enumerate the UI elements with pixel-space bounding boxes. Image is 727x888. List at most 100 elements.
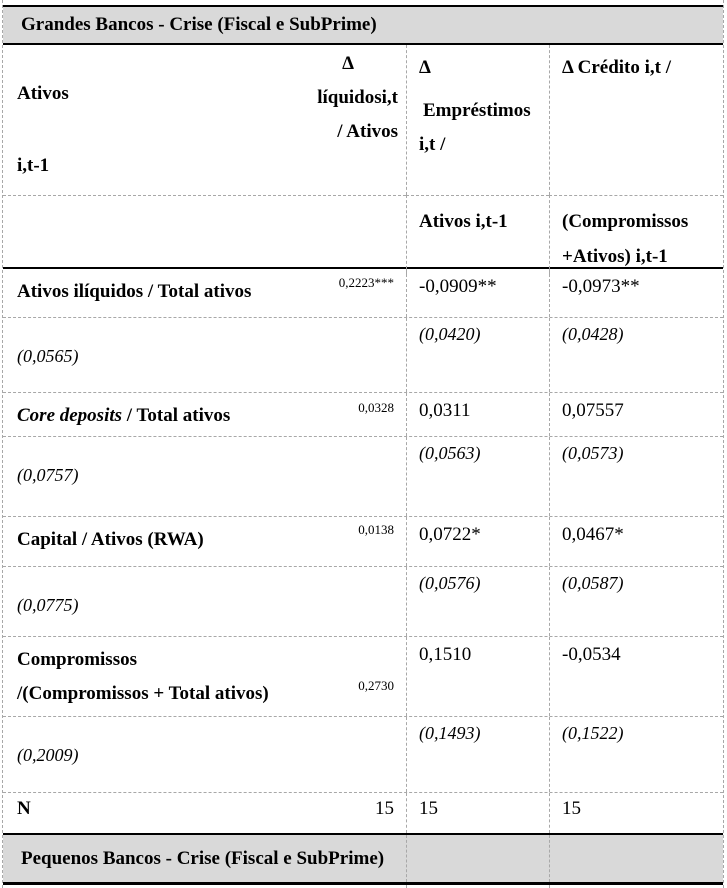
standard-error-loans: (0,0576) xyxy=(419,573,481,593)
variable-label: Core deposits / Total ativos xyxy=(17,399,406,433)
delta-symbol: Δ xyxy=(342,53,354,74)
standard-error-liquid: (0,2009) xyxy=(17,745,79,765)
denominator-label-line1: (Compromissos xyxy=(562,211,689,232)
coefficient-cell-loans: 0,0722* xyxy=(406,517,549,566)
coefficient-loans: 0,1510 xyxy=(419,644,472,665)
cutoff-cell xyxy=(406,885,549,888)
standard-error-loans: (0,1493) xyxy=(419,723,481,743)
variable-label: Capital / Ativos (RWA) xyxy=(17,523,406,557)
coefficient-liquid-assets: 0,2223*** xyxy=(338,275,394,290)
cutoff-cell xyxy=(549,885,723,888)
coefficient-cell-credit: 0,07557 xyxy=(549,393,723,436)
header-bottom-border xyxy=(3,267,723,269)
header-emprestimos-label: Empréstimos xyxy=(423,100,531,121)
delta-symbol: Δ xyxy=(419,57,431,78)
coefficient-cell-loans: 0,1510 xyxy=(406,637,549,716)
se-cell-credit: (0,1522) xyxy=(549,717,723,792)
second-section-bottom-border xyxy=(3,882,723,885)
coefficient-cell-loans: 0,0311 xyxy=(406,393,549,436)
variable-label-part: Capital / Ativos (RWA) xyxy=(17,529,204,550)
coefficient-cell-credit: -0,0973** xyxy=(549,269,723,317)
standard-error-credit: (0,1522) xyxy=(562,723,624,743)
variable-label-part: /(Compromissos + Total ativos) xyxy=(17,683,269,704)
section-header-empty-cell xyxy=(406,835,549,882)
variable-label-part: Compromissos xyxy=(17,649,137,670)
header-credit-denominator: (Compromissos +Ativos) i,t-1 xyxy=(549,195,723,274)
standard-error-liquid: (0,0775) xyxy=(17,595,79,615)
n-label-cell: N 15 xyxy=(3,793,406,833)
denominator-label-line2: +Ativos) i,t-1 xyxy=(562,246,668,267)
coefficient-liquid-assets: 0,0138 xyxy=(358,522,394,537)
section-header-empty-cell xyxy=(549,835,723,882)
variable-label-cell: Core deposits / Total ativos 0,0328 xyxy=(3,393,406,436)
standard-error-liquid: (0,0565) xyxy=(17,346,79,366)
se-cell-liquid-assets: (0,0757) xyxy=(3,437,406,516)
variable-label-cell: Capital / Ativos (RWA) 0,0138 xyxy=(3,517,406,566)
coefficient-loans: 0,0722* xyxy=(419,524,481,545)
standard-error-credit: (0,0587) xyxy=(562,573,624,593)
header-loans-denominator: Ativos i,t-1 xyxy=(406,195,549,274)
coefficient-row: Capital / Ativos (RWA) 0,0138 0,0722* 0,046… xyxy=(3,516,723,566)
coefficient-loans: -0,0909** xyxy=(419,276,497,297)
next-row-cutoff xyxy=(3,885,723,888)
n-value-liquid: 15 xyxy=(375,798,394,819)
coefficient-cell-credit: 0,0467* xyxy=(549,517,723,566)
variable-label-part: / Total ativos xyxy=(122,405,231,426)
coefficient-credit: 0,0467* xyxy=(562,524,624,545)
header-empty-cell xyxy=(3,195,406,274)
coefficient-loans: 0,0311 xyxy=(419,400,471,421)
se-cell-loans: (0,0420) xyxy=(406,318,549,392)
se-cell-liquid-assets: (0,0565) xyxy=(3,318,406,392)
variable-label: /(Compromissos + Total ativos) xyxy=(17,677,406,711)
second-section-top-border xyxy=(3,833,723,835)
variable-label-cell: Ativos ilíquidos / Total ativos 0,2223*** xyxy=(3,269,406,317)
variable-label: Ativos ilíquidos / Total ativos xyxy=(17,275,406,309)
se-cell-credit: (0,0573) xyxy=(549,437,723,516)
section-title: Grandes Bancos - Crise (Fiscal e SubPrim… xyxy=(21,14,377,35)
header-ativos-divisor-label: / Ativos xyxy=(337,121,398,142)
standard-error-credit: (0,0428) xyxy=(562,324,624,344)
se-cell-loans: (0,1493) xyxy=(406,717,549,792)
variable-label-part: Ativos ilíquidos / Total ativos xyxy=(17,281,252,302)
observations-row: N 15 15 15 xyxy=(3,792,723,833)
coefficient-cell-loans: -0,0909** xyxy=(406,269,549,317)
column-header-denominator-row: Ativos i,t-1 (Compromissos +Ativos) i,t-… xyxy=(3,195,723,274)
standard-error-row: (0,0757) (0,0563) (0,0573) xyxy=(3,436,723,516)
header-loans-subscript: i,t / xyxy=(419,134,446,155)
coefficient-cell-credit: -0,0534 xyxy=(549,637,723,716)
coefficient-row: Ativos ilíquidos / Total ativos 0,2223***… xyxy=(3,269,723,317)
standard-error-liquid: (0,0757) xyxy=(17,465,79,485)
se-cell-liquid-assets: (0,2009) xyxy=(3,717,406,792)
n-value-loans: 15 xyxy=(419,798,438,819)
variable-label-cell: Compromissos /(Compromissos + Total ativo… xyxy=(3,637,406,716)
section-title: Pequenos Bancos - Crise (Fiscal e SubPri… xyxy=(21,847,385,869)
n-value-credit: 15 xyxy=(562,798,581,819)
coefficient-liquid-assets: 0,2730 xyxy=(358,678,394,693)
coefficient-credit: 0,07557 xyxy=(562,400,624,421)
variable-label: Compromissos xyxy=(17,643,406,677)
denominator-label: Ativos i,t-1 xyxy=(419,211,508,232)
variable-label-part: Core deposits xyxy=(17,405,123,426)
standard-error-loans: (0,0420) xyxy=(419,324,481,344)
table-body: Ativos ilíquidos / Total ativos 0,2223***… xyxy=(3,269,723,792)
standard-error-credit: (0,0573) xyxy=(562,443,624,463)
standard-error-loans: (0,0563) xyxy=(419,443,481,463)
coefficient-credit: -0,0534 xyxy=(562,644,621,665)
header-liquidos-label: líquidosi,t xyxy=(317,87,398,108)
header-lag-subscript: i,t-1 xyxy=(17,155,50,176)
section-bottom-border xyxy=(3,43,723,45)
top-margin-strip xyxy=(3,0,723,5)
coefficient-row: Compromissos /(Compromissos + Total ativo… xyxy=(3,636,723,716)
standard-error-row: (0,2009) (0,1493) (0,1522) xyxy=(3,716,723,792)
header-credito-label: Δ Crédito i,t / xyxy=(562,57,672,78)
n-value-cell: 15 xyxy=(549,793,723,833)
header-cell-liquid-assets: Δ Ativos líquidosi,t / Ativos i,t-1 xyxy=(3,45,406,195)
header-cell-credit: Δ Crédito i,t / xyxy=(549,45,723,195)
se-cell-liquid-assets: (0,0775) xyxy=(3,567,406,636)
column-header-row: Δ Ativos líquidosi,t / Ativos i,t-1 Δ Em… xyxy=(3,45,723,195)
standard-error-row: (0,0775) (0,0576) (0,0587) xyxy=(3,566,723,636)
header-ativos-label: Ativos xyxy=(17,83,69,104)
table-top-border xyxy=(3,5,723,7)
